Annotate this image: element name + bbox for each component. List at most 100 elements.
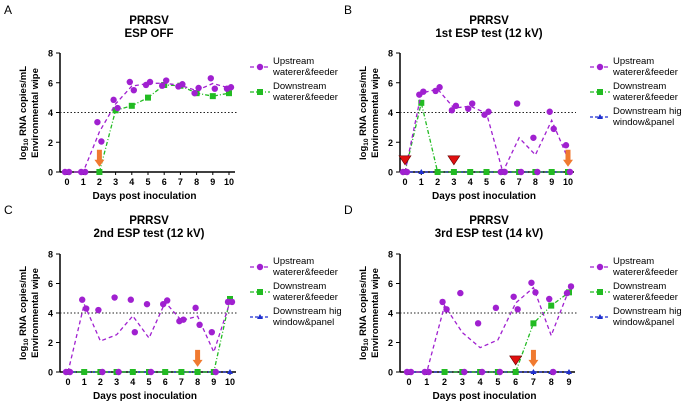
data-point [407, 368, 415, 376]
y-tick-label: 6 [388, 279, 393, 289]
x-tick-label: 2 [97, 177, 102, 187]
x-tick-label: 8 [533, 177, 538, 187]
panel-d: D PRRSV 3rd ESP test (14 kV) log10 RNA copi… [340, 200, 685, 402]
series-downstream [65, 295, 233, 375]
data-point [513, 100, 521, 107]
y-tick-label: 4 [388, 108, 393, 118]
data-point [127, 296, 134, 303]
x-tick-label: 6 [500, 177, 505, 187]
data-point [474, 320, 482, 327]
chart-title: PRRSV [129, 215, 169, 227]
y-tick-label: 0 [48, 168, 53, 178]
data-point [512, 369, 519, 375]
legend-label: Upstream [273, 56, 314, 67]
data-point [226, 90, 232, 97]
orange-arrow-marker [94, 149, 105, 167]
data-point [443, 306, 450, 313]
data-point [83, 305, 90, 312]
series-upstream [62, 294, 236, 376]
data-point [129, 369, 136, 375]
data-point [550, 368, 557, 376]
data-point [194, 369, 201, 375]
data-point [485, 108, 492, 115]
data-point [436, 84, 443, 91]
data-point [514, 306, 521, 313]
data-point [126, 78, 133, 86]
data-point [567, 283, 575, 290]
data-point [145, 94, 151, 101]
panel-label: A [4, 3, 12, 17]
y-tick-label: 6 [388, 78, 393, 88]
data-point [147, 368, 155, 376]
data-point [496, 368, 504, 376]
y-tick-label: 0 [388, 368, 393, 378]
y-tick-label: 6 [48, 78, 53, 88]
y-axis-label: Environmental wipe [30, 68, 41, 158]
data-point [178, 369, 185, 375]
data-point [563, 289, 571, 297]
legend-label: Upstream [273, 256, 314, 267]
data-point [208, 328, 215, 336]
y-axis-label: log10 RNA copies/mL [358, 66, 370, 160]
x-tick-label: 1 [424, 377, 429, 387]
x-tick-label: 4 [478, 377, 483, 387]
x-tick-label: 7 [178, 177, 183, 187]
legend-label: window&panel [272, 317, 334, 328]
x-tick-label: 8 [194, 177, 199, 187]
data-point [450, 169, 457, 175]
data-point [467, 169, 474, 175]
panel-c: C PRRSV 2nd ESP test (12 kV) log10 RNA copi… [0, 200, 347, 402]
legend-label: waterer&feeder [612, 67, 678, 78]
data-point [110, 96, 117, 104]
series-line [409, 286, 570, 373]
data-point [550, 125, 557, 133]
x-tick-label: 9 [210, 177, 215, 187]
data-point [179, 81, 186, 88]
series-upstream [399, 84, 574, 176]
data-point [448, 107, 456, 114]
data-point [546, 295, 553, 303]
data-point [492, 304, 500, 312]
data-point [469, 100, 476, 107]
y-tick-label: 2 [388, 138, 393, 148]
data-point [227, 84, 235, 91]
data-point [159, 82, 166, 89]
data-point [191, 89, 198, 97]
x-tick-label: 5 [146, 377, 151, 387]
data-point [66, 368, 74, 376]
chart-title: ESP OFF [125, 28, 174, 40]
x-tick-label: 1 [82, 377, 87, 387]
legend-marker [257, 289, 263, 295]
panel-label: D [344, 203, 353, 217]
data-point [483, 169, 490, 175]
y-tick-label: 8 [388, 250, 393, 260]
y-tick-label: 4 [48, 309, 53, 319]
data-point [162, 369, 169, 375]
data-point [111, 294, 118, 301]
data-point [81, 369, 88, 375]
data-point [510, 293, 517, 300]
y-tick-label: 2 [388, 338, 393, 348]
legend-marker [257, 314, 263, 319]
data-point [528, 279, 535, 286]
x-tick-label: 4 [130, 377, 135, 387]
series-downstream [96, 81, 232, 175]
chart-title: PRRSV [469, 215, 509, 227]
chart-title: 3rd ESP test (14 kV) [435, 228, 544, 240]
x-tick-label: 7 [517, 177, 522, 187]
panel-label: B [344, 3, 352, 17]
data-point [180, 316, 187, 323]
data-point [457, 289, 464, 297]
series-upstream [403, 279, 575, 376]
x-tick-label: 10 [225, 377, 235, 387]
esp-on-triangle-marker [398, 155, 412, 166]
y-tick-label: 4 [48, 108, 53, 118]
data-point [99, 368, 106, 376]
data-point [196, 321, 203, 328]
x-tick-label: 4 [468, 177, 473, 187]
data-point [465, 105, 472, 112]
x-axis-label: Days post inoculation [432, 191, 536, 201]
panel-a: A PRRSV ESP OFF log10 RNA copies/mL Environm… [0, 0, 342, 202]
esp-on-triangle-marker [509, 355, 523, 366]
